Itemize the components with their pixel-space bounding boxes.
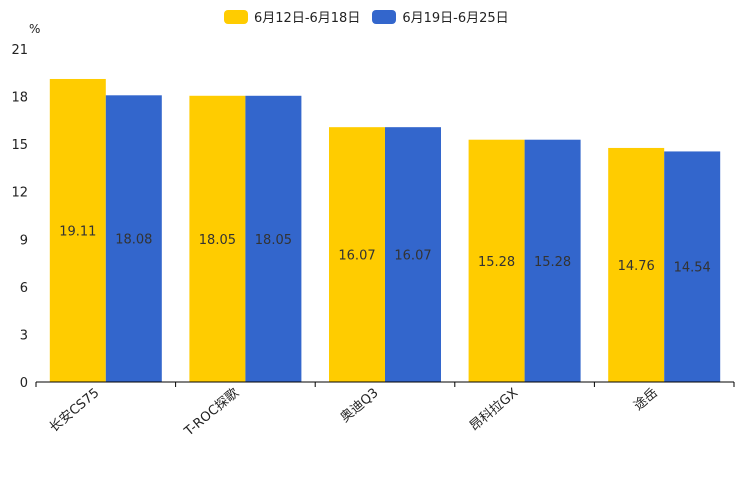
x-tick-label: 昂科拉GX [467, 386, 521, 435]
bar-1-5 [608, 147, 665, 382]
data-label-1-2: 18.05 [199, 233, 236, 248]
data-label-1-1: 19.11 [59, 224, 96, 239]
y-tick-label: 18 [11, 91, 28, 106]
y-tick-label: 6 [20, 281, 28, 296]
legend: 6月12日-6月18日 6月19日-6月25日 [224, 7, 521, 26]
legend-label-series-2: 6月19日-6月25日 [402, 11, 509, 26]
y-tick-label: 3 [20, 328, 28, 343]
bar-1-3 [329, 127, 385, 382]
data-label-2-4: 15.28 [534, 255, 571, 270]
data-label-2-2: 18.05 [255, 233, 292, 248]
y-tick-label: 12 [11, 186, 28, 201]
bar-1-1 [49, 78, 106, 382]
legend-swatch-series-1 [224, 9, 248, 24]
x-tick-label: 途岳 [631, 385, 661, 414]
bar-2-5 [664, 151, 721, 382]
y-axis-unit-label: % [29, 22, 41, 36]
legend-item-series-1[interactable]: 6月12日-6月18日 [224, 7, 360, 26]
bar-2-3 [385, 127, 441, 382]
bar-2-2 [245, 95, 302, 383]
bar-2-4 [524, 139, 581, 382]
legend-label-series-1: 6月12日-6月18日 [254, 11, 361, 26]
data-label-1-5: 14.76 [618, 259, 655, 274]
y-tick-label: 15 [11, 138, 28, 153]
y-tick-label: 0 [20, 376, 28, 391]
data-label-1-3: 16.07 [338, 249, 375, 264]
data-label-1-4: 15.28 [478, 255, 515, 270]
x-tick-label: 长安CS75 [47, 386, 103, 436]
data-label-2-3: 16.07 [394, 249, 431, 264]
data-label-2-1: 18.08 [115, 233, 152, 248]
data-label-2-5: 14.54 [674, 261, 711, 276]
y-tick-label: 21 [11, 43, 28, 58]
bar-2-1 [105, 95, 162, 382]
legend-swatch-series-2 [372, 9, 397, 24]
bar-1-2 [189, 95, 246, 383]
x-tick-label: T-ROC探歌 [181, 386, 242, 440]
legend-item-series-2[interactable]: 6月19日-6月25日 [372, 7, 509, 26]
x-tick-label: 奥迪Q3 [338, 386, 382, 426]
y-tick-label: 9 [20, 233, 28, 248]
bar-1-4 [468, 139, 525, 382]
